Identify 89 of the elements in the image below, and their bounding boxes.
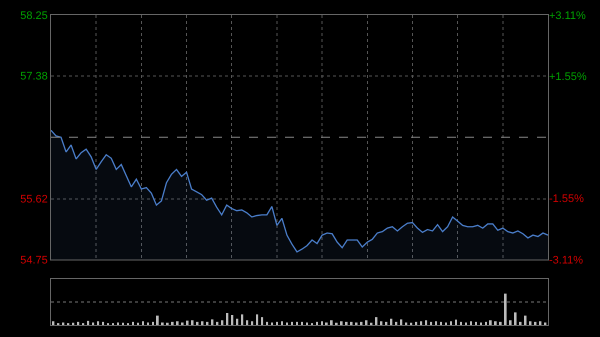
bar [236,318,238,325]
bar [132,322,134,325]
bar [465,322,467,325]
bar [390,318,392,325]
bar [156,316,159,325]
bar [276,322,278,325]
bar [380,321,382,325]
bar [340,321,343,325]
y2-tick-label: -3.11% [549,254,584,266]
y-tick-label: 57.38 [20,70,48,83]
bar [147,322,149,325]
bar [430,322,432,325]
bar [251,321,254,325]
bar [360,322,362,325]
bar [539,321,542,325]
y-tick-label: 55.62 [20,194,48,206]
bar [455,320,457,325]
y2-tick-label: +1.55% [549,71,587,84]
bar [87,320,90,325]
bar [534,322,536,325]
bar [191,320,194,325]
bar [176,321,179,325]
bar [316,322,318,325]
bar [291,322,293,325]
bar [201,321,204,325]
bar [216,322,218,325]
bar [524,316,526,325]
bar [514,312,517,325]
bar [385,322,388,325]
bar [301,322,303,325]
y-tick-label: 54.75 [20,254,48,266]
bar [425,320,428,325]
bar [181,322,184,325]
bar [256,314,258,325]
bar [355,322,358,325]
bar [445,322,447,325]
bar [211,319,214,325]
bar [450,321,452,325]
bar [494,321,497,325]
bar [221,320,224,325]
bar [529,321,532,325]
bar [509,320,512,325]
bar [186,320,189,325]
bar [92,322,94,325]
bar [226,313,228,325]
bar [102,322,104,325]
bar [62,322,64,325]
bar [321,321,323,325]
bar [345,322,348,325]
bar [544,322,546,325]
bar [519,322,522,325]
bar [142,321,144,325]
bar [261,317,264,325]
bar [405,322,408,325]
bar [325,322,328,325]
bar [395,322,398,325]
bar [499,322,502,325]
bar [330,320,333,325]
bar [470,321,472,325]
bar [440,322,442,325]
bar [375,317,378,325]
bar [152,322,154,325]
bar [485,322,487,325]
bar [231,314,234,325]
y-tick-label: 58.25 [20,10,48,22]
bar [171,322,174,325]
bar [266,322,268,325]
bar [504,294,507,325]
bar [52,321,54,325]
y2-tick-label: -1.55% [549,193,584,206]
bar [161,322,164,325]
bar [475,322,477,325]
bar [365,320,368,325]
bar [286,322,288,325]
bar [117,322,119,325]
bar [460,322,462,325]
bar [296,322,298,325]
bar [350,322,353,325]
bar [196,322,198,325]
bar [480,322,482,325]
bar [281,321,283,325]
bar [435,321,438,325]
bar [271,322,274,325]
bar [306,322,308,325]
bar [97,321,100,325]
bar [420,321,422,325]
bar [206,322,208,325]
y2-tick-label: +3.11% [549,10,586,22]
bar [400,319,402,325]
